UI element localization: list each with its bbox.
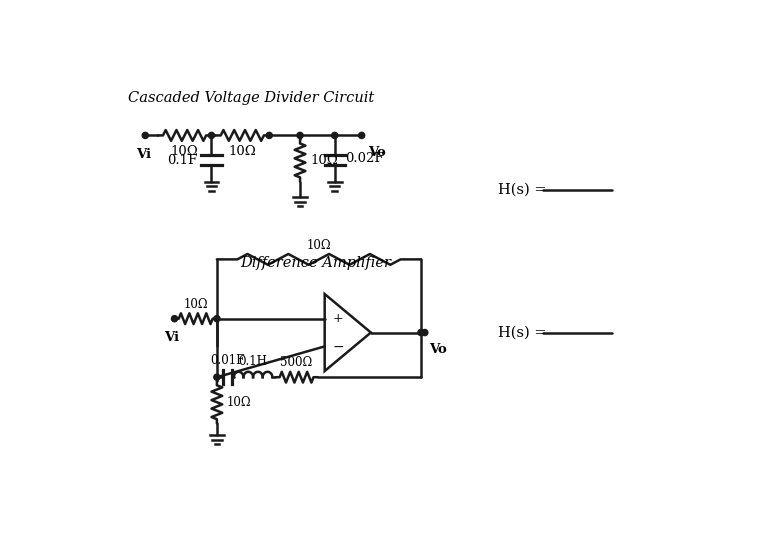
Circle shape [208,132,214,138]
Text: 10Ω: 10Ω [229,145,256,159]
Circle shape [297,132,303,138]
Text: 0.02F: 0.02F [346,152,384,165]
Text: H(s) =: H(s) = [498,326,546,339]
Text: 10Ω: 10Ω [310,154,338,167]
Text: Vi: Vi [164,331,179,344]
Text: 10Ω: 10Ω [171,145,198,159]
Circle shape [418,329,424,336]
Text: Difference Amplifier: Difference Amplifier [240,256,391,270]
Text: 10Ω: 10Ω [184,298,208,311]
Circle shape [331,132,338,138]
Circle shape [422,329,428,336]
Circle shape [142,132,148,138]
Text: Cascaded Voltage Divider Circuit: Cascaded Voltage Divider Circuit [129,91,375,105]
Text: Vo: Vo [368,146,386,159]
Circle shape [171,316,177,322]
Text: 0.01F: 0.01F [210,354,245,367]
Circle shape [213,316,220,322]
Text: 0.1F: 0.1F [168,154,197,166]
Circle shape [359,132,365,138]
Circle shape [213,374,220,380]
Text: 0.1H: 0.1H [239,355,268,368]
Circle shape [266,132,272,138]
Text: +: + [332,312,343,325]
Text: 500Ω: 500Ω [281,356,313,370]
Text: Vo: Vo [429,343,448,356]
Text: 10Ω: 10Ω [307,239,331,252]
Text: H(s) =: H(s) = [498,183,546,197]
Text: Vi: Vi [136,148,151,161]
Text: −: − [332,339,344,353]
Text: 10Ω: 10Ω [226,396,251,409]
